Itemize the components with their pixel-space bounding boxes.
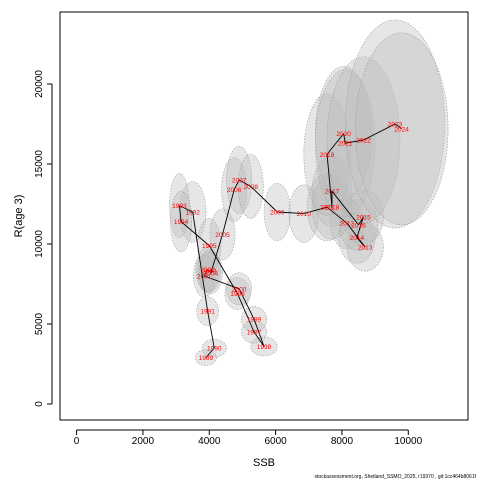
segment-2016-2017 <box>331 190 359 226</box>
segment-1994-1995 <box>180 221 210 246</box>
year-label-1989: 1989 <box>199 355 214 362</box>
year-label-2004: 2004 <box>204 270 219 277</box>
segment-2005-2006 <box>222 189 235 235</box>
segment-1998-1999 <box>253 319 265 347</box>
segment-2006-2007 <box>233 179 240 190</box>
y-tick-label-0: 0 <box>34 401 45 407</box>
year-label-1991: 1991 <box>200 309 215 316</box>
x-tick-label-2000: 2000 <box>132 436 155 447</box>
y-tick-label-15000: 15000 <box>34 150 45 178</box>
x-tick-label-4000: 4000 <box>198 436 221 447</box>
segment-2021-2022 <box>345 139 364 144</box>
year-label-2024: 2024 <box>394 126 409 133</box>
y-tick-label-20000: 20000 <box>34 70 45 98</box>
year-label-1995: 1995 <box>202 243 217 250</box>
year-label-2013: 2013 <box>358 245 373 252</box>
segment-2007-2008 <box>238 179 251 187</box>
y-tick-label-10000: 10000 <box>34 230 45 258</box>
segment-1993-1994 <box>178 205 182 222</box>
segment-1997-1998 <box>253 331 265 347</box>
segment-2019-2020 <box>326 133 344 155</box>
segment-2015-2016 <box>358 216 364 226</box>
year-label-2006: 2006 <box>227 187 242 194</box>
year-label-2015: 2015 <box>356 214 371 221</box>
year-label-2008: 2008 <box>243 184 258 191</box>
year-label-2005: 2005 <box>215 232 230 239</box>
y-tick-label-5000: 5000 <box>34 312 45 335</box>
axes: 0 2000 4000 6000 8000 10000 0 5000 10000 15000 200… <box>34 70 423 447</box>
x-axis-title: SSB <box>253 457 275 469</box>
segment-1989-1990 <box>205 347 215 358</box>
segment-1995-1996 <box>208 245 238 294</box>
year-label-2012: 2012 <box>340 221 355 228</box>
segment-2020-2021 <box>343 133 346 144</box>
segment-1991-1992 <box>192 211 209 312</box>
year-label-1990: 1990 <box>207 346 222 353</box>
year-label-2010: 2010 <box>297 211 312 218</box>
segment-2022-2023 <box>363 123 396 141</box>
x-tick-label-6000: 6000 <box>264 436 287 447</box>
segment-2002-2003 <box>207 269 210 272</box>
year-label-2002: 2002 <box>200 267 215 274</box>
year-label-2020: 2020 <box>336 131 351 138</box>
segment-2001-2002 <box>203 269 209 277</box>
segment-2013-2014 <box>356 237 366 248</box>
segment-1999-2000 <box>238 288 255 320</box>
x-tick-label-8000: 8000 <box>331 436 354 447</box>
year-label-1992: 1992 <box>185 210 200 217</box>
year-label-2019: 2019 <box>320 152 335 159</box>
year-label-2000: 2000 <box>232 286 247 293</box>
year-label-2014: 2014 <box>350 235 365 242</box>
plot-frame <box>59 11 469 421</box>
x-tick-label-0: 0 <box>74 436 80 447</box>
year-label-1996: 1996 <box>230 291 245 298</box>
year-label-2022: 2022 <box>356 138 371 145</box>
year-label-2017: 2017 <box>325 189 340 196</box>
segment-2023-2024 <box>394 123 402 130</box>
year-label-2011: 2011 <box>320 205 334 212</box>
year-label-1993: 1993 <box>172 203 187 210</box>
segment-2010-2011 <box>303 206 328 215</box>
x-tick-label-10000: 10000 <box>394 436 422 447</box>
year-label-2018: 2018 <box>325 205 340 212</box>
segment-2004-2005 <box>210 234 223 273</box>
year-label-1999: 1999 <box>247 317 262 324</box>
year-label-1997: 1997 <box>247 330 262 337</box>
segment-1992-1993 <box>179 205 193 213</box>
year-label-2023: 2023 <box>388 122 403 129</box>
y-axis-title: R(age 3) <box>13 195 25 238</box>
year-label-2007: 2007 <box>232 178 247 185</box>
segment-2000-2001 <box>204 275 240 290</box>
year-label-2003: 2003 <box>202 269 217 276</box>
segment-2009-2010 <box>277 211 304 215</box>
year-label-1998: 1998 <box>257 344 272 351</box>
chart-caption: stockassessment.org, Shetland_SSMO_2025,… <box>315 474 477 480</box>
year-label-1994: 1994 <box>174 219 189 226</box>
segment-2011-2012 <box>326 206 348 224</box>
segment-1996-1997 <box>237 293 255 333</box>
segment-2008-2009 <box>250 186 278 213</box>
year-label-2009: 2009 <box>270 210 285 217</box>
year-label-2021: 2021 <box>338 141 353 148</box>
segment-2014-2015 <box>356 216 364 238</box>
segment-1990-1991 <box>207 311 215 349</box>
trajectory-lines <box>178 123 402 358</box>
segment-2018-2019 <box>326 154 333 208</box>
year-label-2016: 2016 <box>351 222 366 229</box>
year-label-2001: 2001 <box>197 274 212 281</box>
